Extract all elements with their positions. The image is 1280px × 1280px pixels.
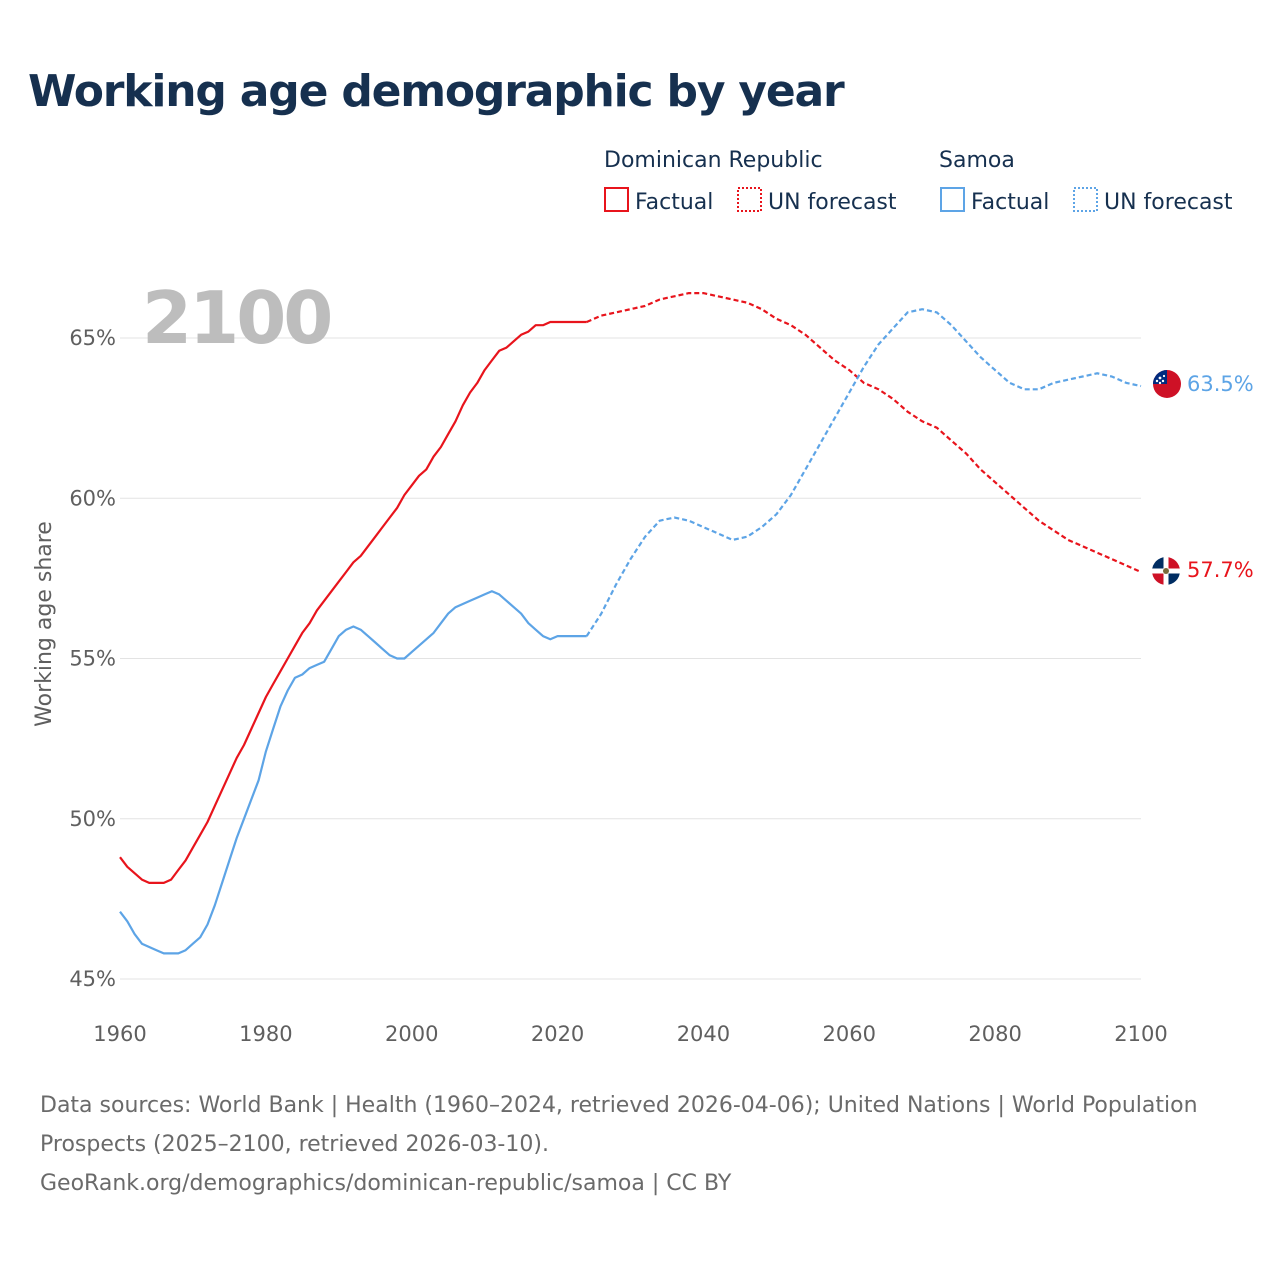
x-tick-label: 2020 xyxy=(531,1022,584,1046)
y-axis-ticks: 45% 50% 55% 60% 65% xyxy=(69,326,116,991)
y-tick-label: 50% xyxy=(69,807,116,831)
legend-item-samoa-factual[interactable]: Factual xyxy=(971,190,1049,215)
samoa-end-label: 63.5% xyxy=(1187,372,1254,396)
gridlines xyxy=(120,337,1141,980)
legend-group-samoa[interactable]: Samoa xyxy=(939,148,1015,173)
legend-swatch-samoa-factual xyxy=(940,187,965,212)
dominican-republic-forecast-line[interactable] xyxy=(586,292,1142,574)
legend-swatch-samoa-forecast xyxy=(1073,187,1098,212)
x-axis-ticks: 1960 1980 2000 2020 2040 2060 2080 2100 xyxy=(93,1022,1167,1046)
dominican-republic-factual-line[interactable] xyxy=(119,320,587,884)
y-tick-label: 55% xyxy=(69,647,116,671)
dominican-republic-flag-icon xyxy=(1152,557,1180,585)
x-tick-label: 2080 xyxy=(968,1022,1021,1046)
source-link[interactable]: GeoRank.org/demographics/dominican-repub… xyxy=(40,1171,732,1196)
legend-swatch-dr-forecast xyxy=(737,187,762,212)
y-tick-label: 45% xyxy=(69,967,116,991)
x-tick-label: 2040 xyxy=(677,1022,730,1046)
legend-item-samoa-forecast[interactable]: UN forecast xyxy=(1104,190,1233,215)
y-tick-label: 65% xyxy=(69,326,116,350)
end-markers: 63.5% 57.7% xyxy=(1152,370,1254,585)
legend-swatch-dr-factual xyxy=(604,187,629,212)
y-tick-label: 60% xyxy=(69,486,116,510)
legend-group-dominican-republic[interactable]: Dominican Republic xyxy=(604,148,823,173)
x-tick-label: 1980 xyxy=(239,1022,292,1046)
samoa-factual-line[interactable] xyxy=(119,590,587,955)
dominican-republic-end-label: 57.7% xyxy=(1187,558,1254,582)
year-watermark: 2100 xyxy=(142,276,330,360)
chart-title: Working age demographic by year xyxy=(28,66,845,117)
data-sources-note: Data sources: World Bank | Health (1960–… xyxy=(40,1093,1198,1157)
footer: Data sources: World Bank | Health (1960–… xyxy=(40,1086,1240,1203)
y-axis-label: Working age share xyxy=(32,521,57,727)
x-tick-label: 2060 xyxy=(823,1022,876,1046)
samoa-flag-icon xyxy=(1153,370,1181,398)
legend-item-dr-forecast[interactable]: UN forecast xyxy=(768,190,897,215)
legend-item-dr-factual[interactable]: Factual xyxy=(635,190,713,215)
x-tick-label: 1960 xyxy=(93,1022,146,1046)
series-lines xyxy=(119,292,1142,955)
x-tick-label: 2100 xyxy=(1114,1022,1167,1046)
legend: Dominican Republic Factual UN forecast S… xyxy=(604,148,1233,215)
chart-canvas: 45% 50% 55% 60% 65% 1960 1980 2000 2020 2040 2060… xyxy=(32,148,1254,1046)
samoa-forecast-line[interactable] xyxy=(585,308,1142,637)
x-tick-label: 2000 xyxy=(385,1022,438,1046)
